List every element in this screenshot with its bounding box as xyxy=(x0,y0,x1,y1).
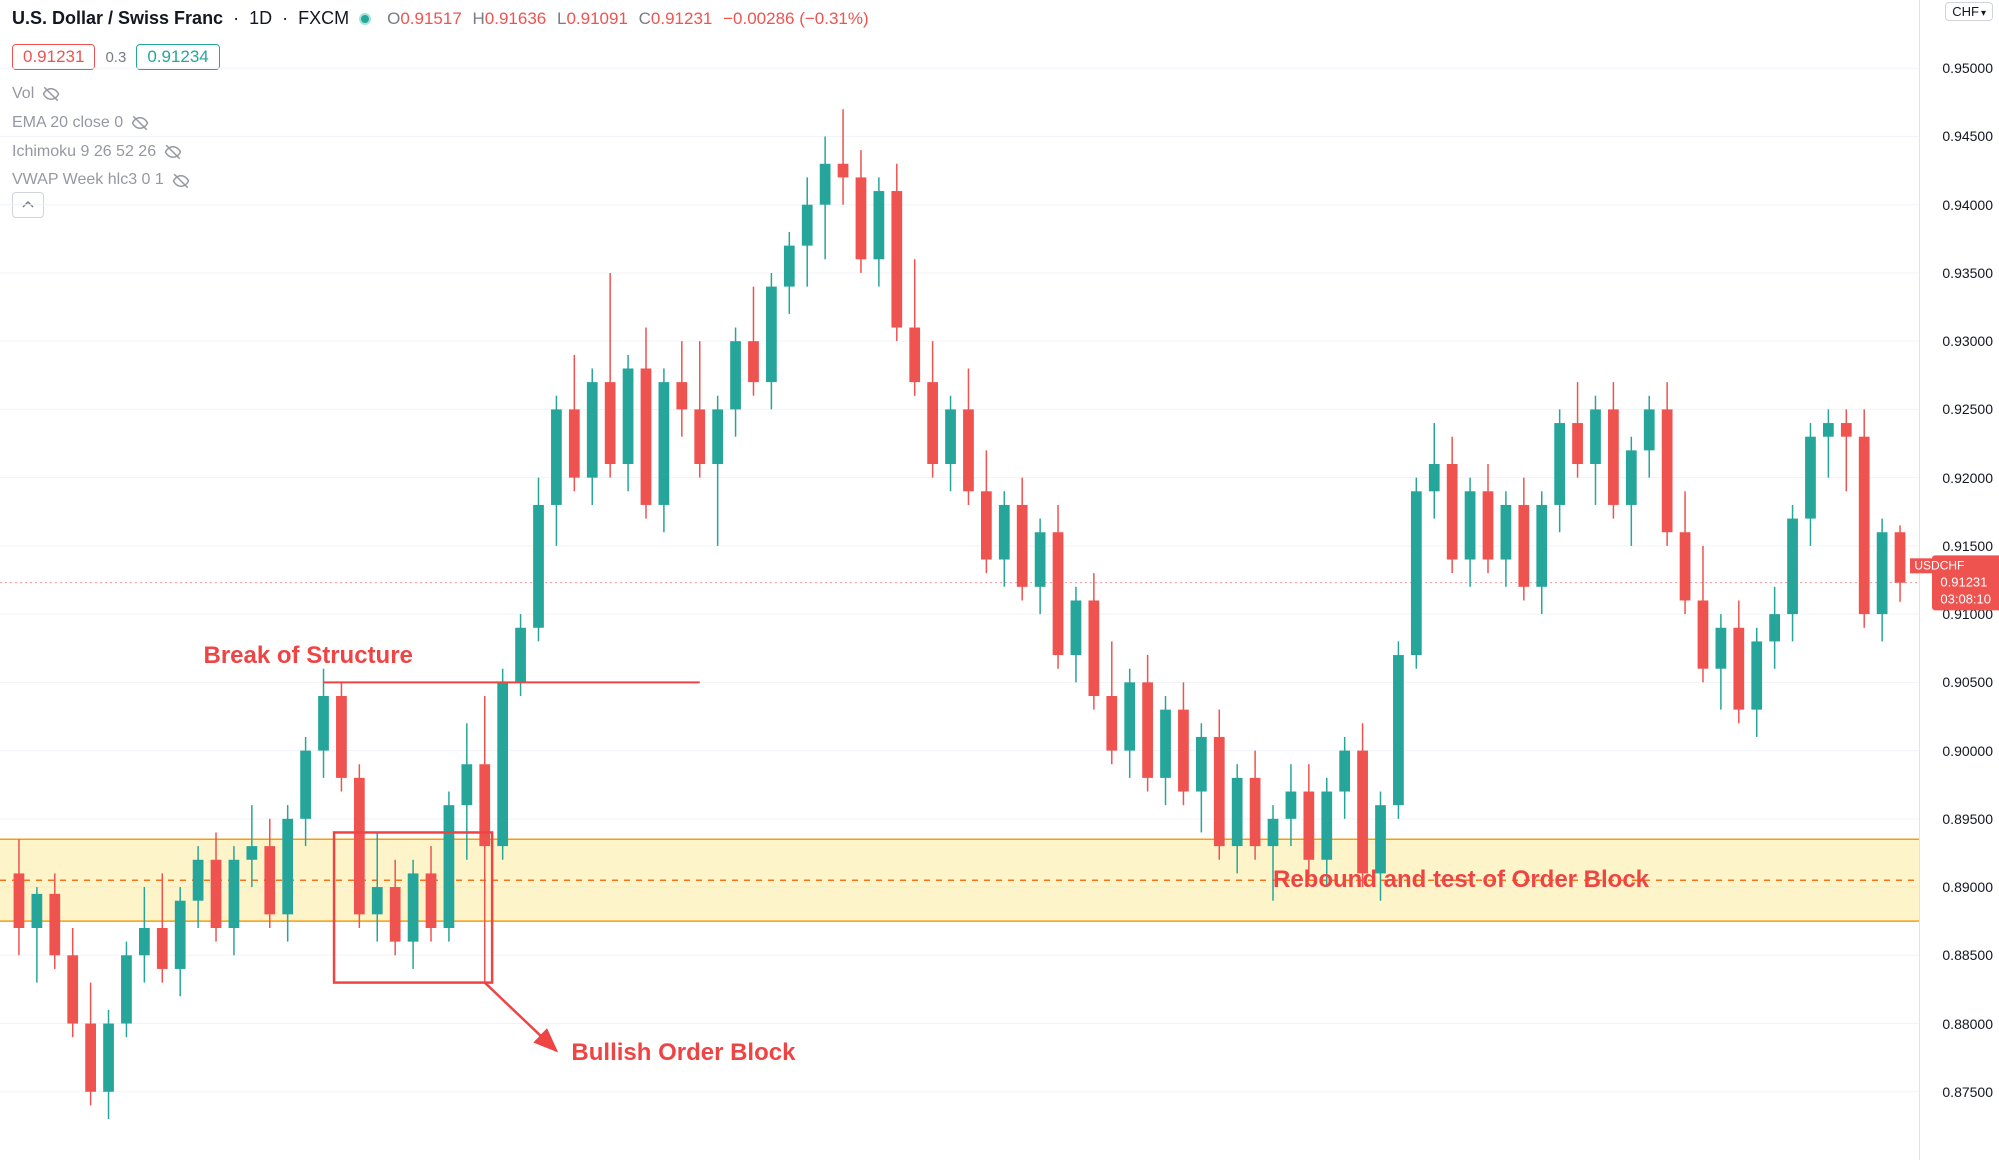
price-tick: 0.87500 xyxy=(1942,1084,1993,1100)
price-tick: 0.94000 xyxy=(1942,197,1993,213)
price-tick: 0.92500 xyxy=(1942,401,1993,417)
price-axis[interactable]: CHF▾ 0.87500 0.88000 0.88500 0.89000 0.89500… xyxy=(1919,0,1999,1160)
chart-area[interactable] xyxy=(0,0,1919,1160)
price-tick: 0.93500 xyxy=(1942,265,1993,281)
price-tick: 0.93000 xyxy=(1942,333,1993,349)
price-tick: 0.92000 xyxy=(1942,470,1993,486)
price-tick: 0.89000 xyxy=(1942,879,1993,895)
price-tick: 0.88500 xyxy=(1942,947,1993,963)
price-tick: 0.89500 xyxy=(1942,811,1993,827)
price-tick: 0.94500 xyxy=(1942,128,1993,144)
price-tick: 0.90000 xyxy=(1942,743,1993,759)
price-tick: 0.91500 xyxy=(1942,538,1993,554)
currency-selector[interactable]: CHF▾ xyxy=(1945,2,1993,21)
last-price-marker: USDCHF 0.91231 03:08:10 xyxy=(1932,555,1999,610)
price-tick: 0.88000 xyxy=(1942,1016,1993,1032)
price-tick: 0.90500 xyxy=(1942,674,1993,690)
price-tick: 0.95000 xyxy=(1942,60,1993,76)
